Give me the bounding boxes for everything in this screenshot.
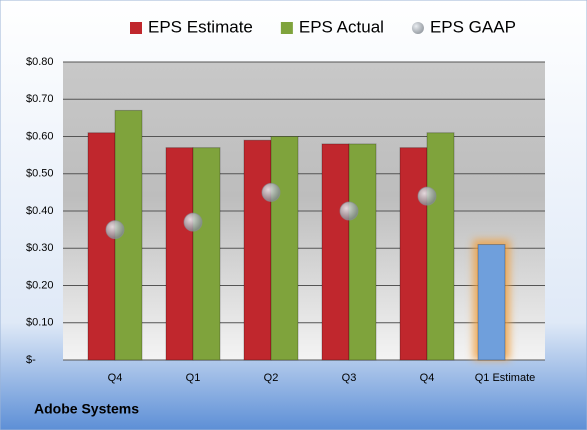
chart-title: Adobe Systems xyxy=(34,401,139,417)
y-tick-label: $0.30 xyxy=(26,242,54,254)
x-tick-label: Q3 xyxy=(342,372,357,384)
y-tick-label: $0.10 xyxy=(26,317,54,329)
gaap-bubble xyxy=(417,186,437,206)
legend-label: EPS Estimate xyxy=(148,17,253,36)
bar xyxy=(426,132,455,361)
bar xyxy=(192,147,221,361)
bar xyxy=(114,109,143,361)
y-tick-label: $0.40 xyxy=(26,205,54,217)
legend-marker xyxy=(130,22,142,34)
x-tick-label: Q1 xyxy=(186,372,201,384)
bar xyxy=(87,132,116,361)
bar xyxy=(348,143,377,361)
bar xyxy=(243,139,272,361)
bar xyxy=(477,244,506,361)
bar xyxy=(270,136,299,361)
y-tick-label: $0.20 xyxy=(26,279,54,291)
gaap-bubble xyxy=(183,212,203,232)
legend-label: EPS GAAP xyxy=(430,17,516,36)
bar xyxy=(165,147,194,361)
gaap-bubble xyxy=(339,201,359,221)
y-tick-label: $0.70 xyxy=(26,93,54,105)
x-tick-label: Q1 Estimate xyxy=(475,372,536,384)
legend-label: EPS Actual xyxy=(299,17,384,36)
legend-marker xyxy=(280,22,293,34)
y-tick-label: $0.50 xyxy=(26,168,54,180)
x-tick-label: Q2 xyxy=(264,372,279,384)
gaap-bubble xyxy=(261,182,281,202)
legend-marker xyxy=(411,22,424,34)
x-tick-label: Q4 xyxy=(108,372,123,384)
y-tick-label: $0.60 xyxy=(26,130,54,142)
y-tick-label: $0.80 xyxy=(26,56,54,68)
bar xyxy=(321,143,350,361)
y-tick-label: $- xyxy=(26,354,36,366)
gaap-bubble xyxy=(105,220,125,240)
x-tick-label: Q4 xyxy=(420,372,435,384)
bar xyxy=(399,147,428,361)
